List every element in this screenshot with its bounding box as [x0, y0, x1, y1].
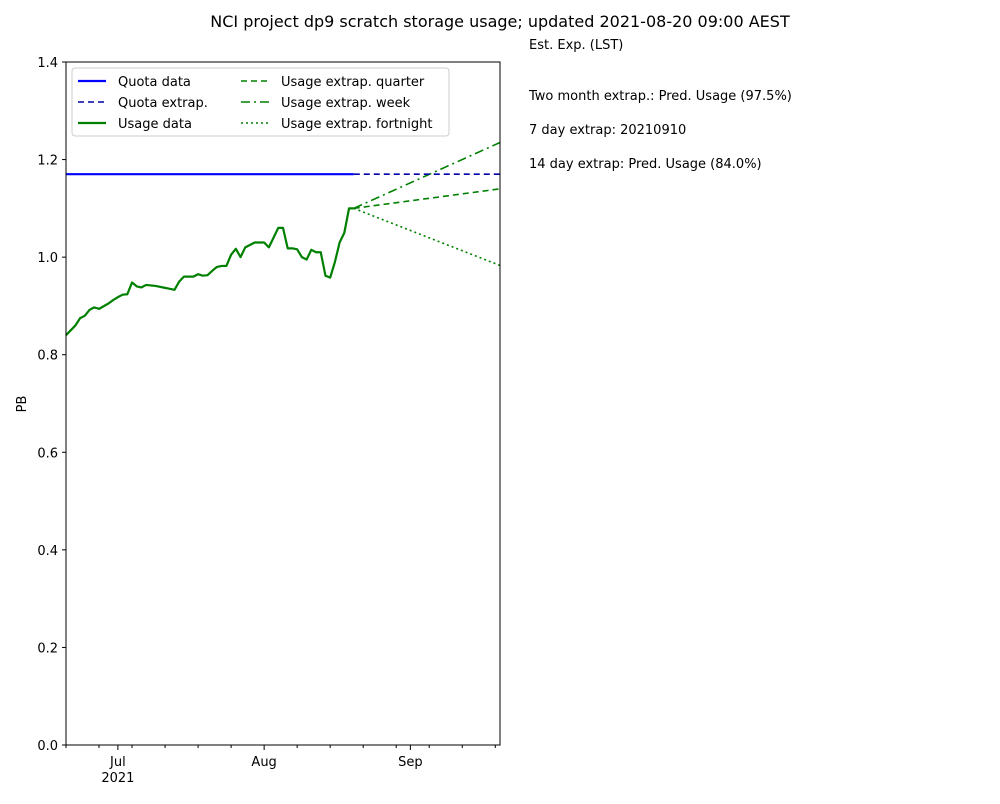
legend-label-usage-extrap-week: Usage extrap. week: [281, 96, 411, 111]
y-tick-label: 0.6: [37, 446, 58, 461]
legend-label-usage-extrap-quarter: Usage extrap. quarter: [281, 75, 425, 90]
x-tick-label: Jul: [109, 755, 126, 770]
annotation-est-exp: Est. Exp. (LST): [529, 38, 623, 53]
legend-label-usage-data: Usage data: [118, 117, 192, 132]
chart-title: NCI project dp9 scratch storage usage; u…: [210, 12, 790, 31]
annotation-fourteen-day: 14 day extrap: Pred. Usage (84.0%): [529, 157, 762, 172]
x-tick-year-label: 2021: [101, 771, 134, 786]
series-line-usage-data: [65, 207, 354, 336]
legend-label-quota-data: Quota data: [118, 75, 191, 90]
y-tick-label: 0.0: [37, 739, 58, 754]
series-line-usage-extrap-fortnight: [353, 207, 501, 267]
x-tick-label: Aug: [251, 755, 276, 770]
y-tick-label: 1.2: [37, 154, 58, 169]
y-tick-label: 1.0: [37, 251, 58, 266]
series-line-usage-extrap-week: [353, 141, 501, 210]
legend-label-usage-extrap-fortnight: Usage extrap. fortnight: [281, 117, 432, 132]
plot-frame: [65, 61, 501, 746]
annotation-seven-day: 7 day extrap: 20210910: [529, 123, 686, 138]
legend-label-quota-extrap: Quota extrap.: [118, 96, 208, 111]
y-axis-label: PB: [15, 396, 30, 413]
x-tick-label: Sep: [398, 755, 423, 770]
y-tick-label: 0.4: [37, 544, 58, 559]
y-tick-label: 0.8: [37, 349, 58, 364]
annotation-two-month: Two month extrap.: Pred. Usage (97.5%): [528, 89, 792, 104]
y-tick-label: 0.2: [37, 641, 58, 656]
y-tick-label: 1.4: [37, 56, 58, 71]
series-line-usage-extrap-quarter: [353, 188, 501, 210]
